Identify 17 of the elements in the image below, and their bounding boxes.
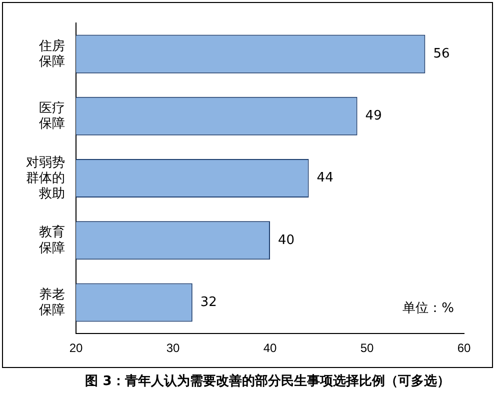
data-label: 56 (433, 46, 450, 62)
x-tick-label: 30 (166, 341, 180, 356)
x-tick-label: 50 (360, 341, 374, 356)
y-tick-label: 住房保障 (38, 38, 65, 68)
x-tick-label: 60 (457, 341, 471, 356)
data-label: 49 (365, 108, 382, 124)
y-tick-label: 养老保障 (39, 286, 65, 317)
data-label: 44 (316, 170, 334, 186)
y-tick-label: 教育保障 (39, 224, 65, 255)
annotation: 单位：% (402, 300, 454, 316)
text: 图 3：青年人认为需要改善的部分民生事项选择比例（可多选） (84, 372, 451, 390)
y-tick-label: 医疗保障 (39, 100, 65, 131)
y-tick-label: 对弱势群体的救助 (26, 154, 65, 200)
x-tick-label: 20 (69, 341, 83, 356)
data-label: 40 (278, 232, 295, 248)
x-tick-label: 40 (263, 341, 277, 356)
data-label: 32 (200, 294, 217, 310)
